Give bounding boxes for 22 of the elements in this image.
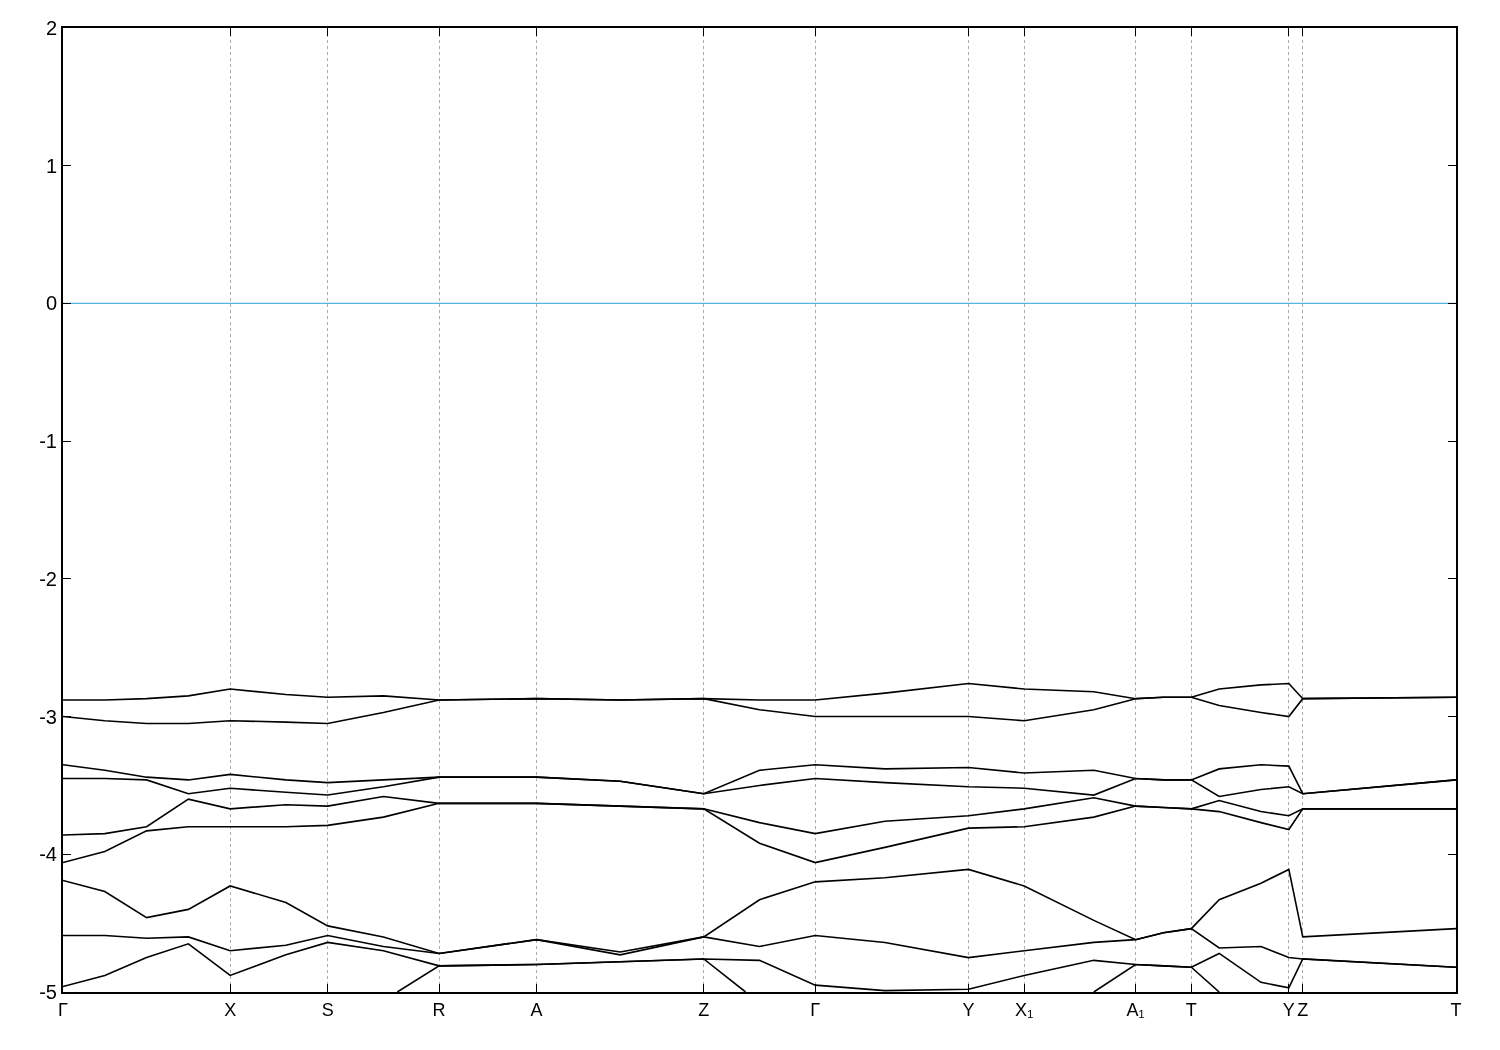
x-tick-label: S (321, 999, 334, 1020)
y-tick-label: -4 (39, 843, 57, 866)
x-tick-label: A (530, 999, 543, 1020)
x-tick-label: Y (1282, 999, 1295, 1020)
x-tick-label: X₁ (1015, 999, 1034, 1020)
y-tick-label: -2 (39, 567, 57, 590)
x-tick-label: T (1185, 999, 1197, 1020)
y-tick-label: 2 (45, 17, 57, 39)
x-tick-label: X (224, 999, 237, 1020)
y-tick-label: -3 (39, 705, 57, 728)
y-tick-label: -5 (39, 981, 57, 1003)
y-tick-label: 1 (45, 154, 57, 177)
x-tick-label: Γ (58, 999, 69, 1020)
x-tick-label: Z (1297, 999, 1309, 1020)
y-tick-label: 0 (45, 292, 57, 315)
x-tick-label: R (432, 999, 446, 1020)
x-tick-label: T (1450, 999, 1462, 1020)
x-tick-label: Γ (810, 999, 821, 1020)
x-tick-label: Z (698, 999, 710, 1020)
x-tick-label: A₁ (1126, 999, 1145, 1020)
y-tick-label: -1 (39, 430, 57, 453)
x-tick-label: Y (962, 999, 975, 1020)
